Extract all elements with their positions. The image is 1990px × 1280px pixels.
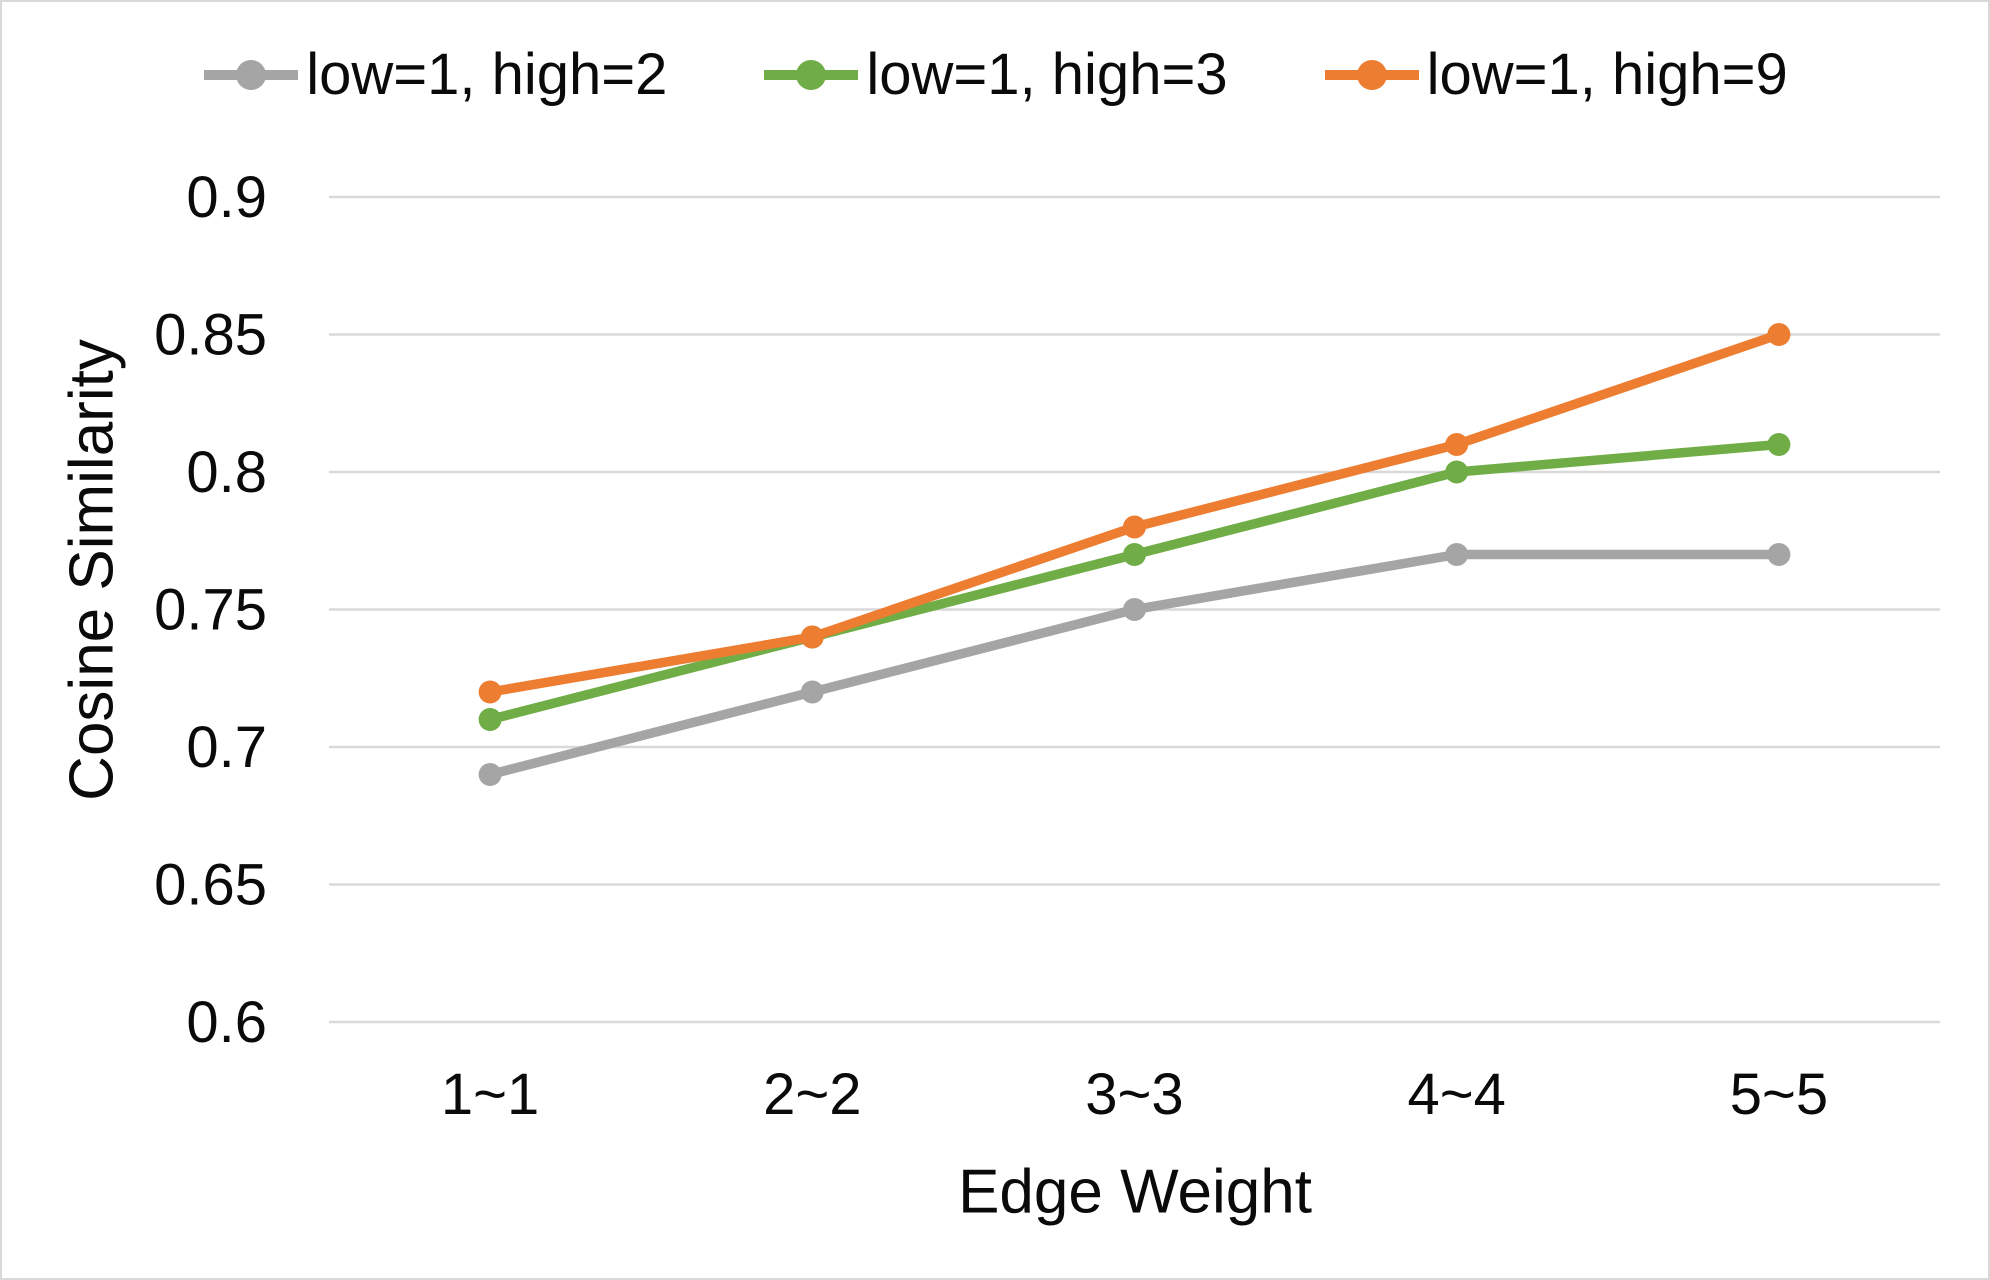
x-tick-label: 1~1 [441, 1062, 539, 1127]
y-tick-label: 0.9 [186, 165, 267, 230]
data-point [1767, 543, 1791, 566]
data-point [800, 625, 824, 649]
legend-marker [1356, 60, 1387, 91]
legend-marker [236, 60, 267, 91]
x-tick-label: 4~4 [1408, 1062, 1506, 1127]
data-point [1767, 323, 1791, 346]
legend-marker [796, 60, 827, 91]
legend-label: low=1, high=9 [1426, 42, 1788, 107]
x-tick-label: 3~3 [1085, 1062, 1183, 1127]
data-point [478, 680, 502, 704]
line-marker-icon [764, 60, 859, 91]
y-axis-title: Cosine Similarity [57, 339, 127, 801]
y-tick-label: 0.65 [154, 853, 267, 918]
x-tick-label: 2~2 [763, 1062, 861, 1127]
series-line [485, 439, 1784, 725]
data-point [1445, 543, 1469, 566]
y-tick-label: 0.7 [186, 715, 267, 780]
legend-label: low=1, high=3 [866, 42, 1228, 107]
x-axis-title: Edge Weight [958, 1157, 1312, 1227]
series-line [485, 329, 1784, 697]
y-tick-label: 0.75 [154, 578, 267, 643]
legend: low=1, high=2 low=1, high=3 low=1, high=… [2, 42, 1988, 109]
data-point [478, 708, 502, 731]
data-point [1123, 515, 1146, 539]
data-point [1445, 433, 1469, 456]
data-point [1767, 433, 1791, 456]
series-line [485, 549, 1784, 780]
data-point [800, 680, 824, 704]
line-marker-icon [204, 60, 299, 91]
legend-label: low=1, high=2 [306, 42, 668, 107]
legend-item: low=1, high=3 [762, 42, 1228, 109]
data-point [478, 763, 502, 786]
x-tick-label: 5~5 [1730, 1062, 1828, 1127]
y-tick-label: 0.85 [154, 303, 267, 368]
legend-item: low=1, high=2 [202, 42, 667, 109]
line-marker-icon [1324, 60, 1419, 91]
data-point [1445, 460, 1469, 484]
y-tick-label: 0.8 [186, 440, 267, 505]
data-point [1123, 543, 1146, 566]
y-tick-label: 0.6 [186, 990, 267, 1055]
data-point [1123, 598, 1146, 621]
legend-item: low=1, high=9 [1323, 42, 1788, 109]
